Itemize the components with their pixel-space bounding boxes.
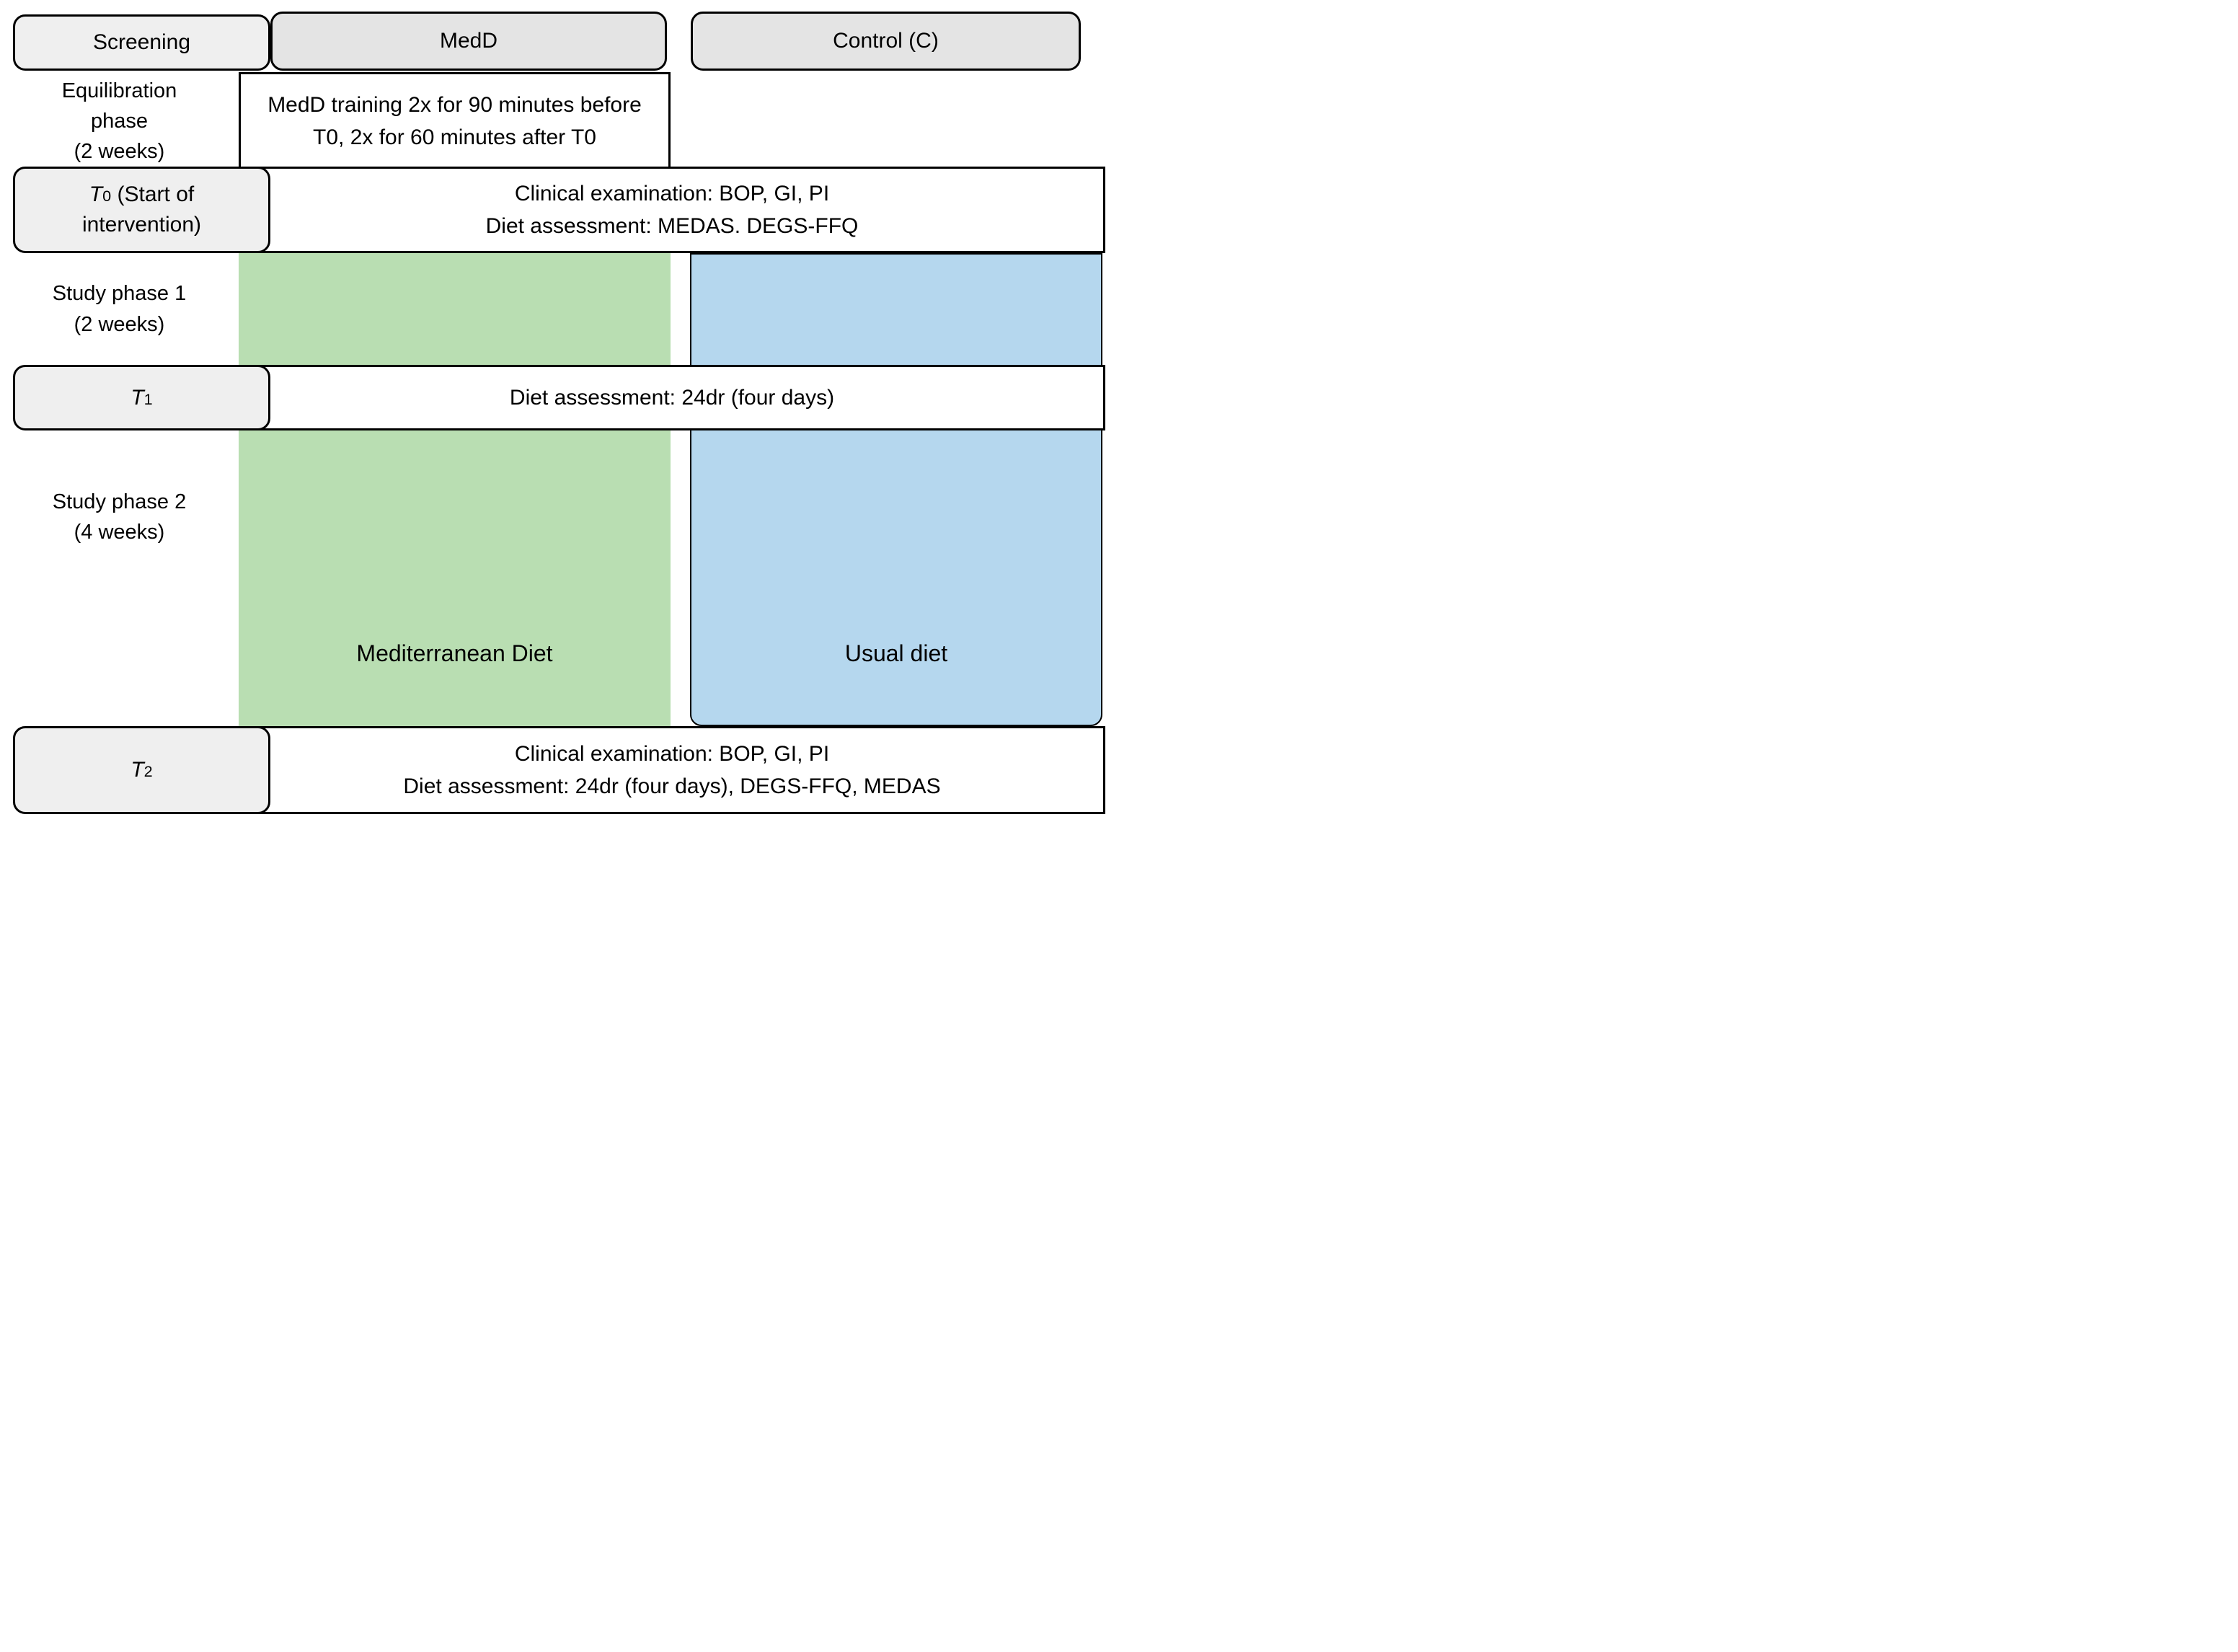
medd-arm-header: MedD <box>270 12 667 71</box>
study-phase-2-label: Study phase 2 (4 weeks) <box>52 490 187 544</box>
usual-diet-label: Usual diet <box>844 640 948 666</box>
study-phase-1-label: Study phase 1 (2 weeks) <box>52 282 187 336</box>
t1-assessment-box: Diet assessment: 24dr (four days) <box>239 365 1105 430</box>
t2-assessment-line2: Diet assessment: 24dr (four days), DEGS-… <box>403 774 941 798</box>
t1-assessment-line1: Diet assessment: 24dr (four days) <box>509 386 835 410</box>
medd-arm-header-label: MedD <box>439 29 498 53</box>
medd-training-line1: MedD training 2x for 90 minutes before <box>267 93 642 117</box>
equilibration-phase-label: Equilibration phase (2 weeks) <box>61 79 177 164</box>
t1-symbol: T <box>131 385 144 410</box>
t2-symbol: T <box>131 758 144 782</box>
t2-assessment-box: Clinical examination: BOP, GI, PI Diet a… <box>239 726 1105 814</box>
t1-subscript: 1 <box>143 389 153 408</box>
medd-arm-column <box>239 253 671 726</box>
control-arm-header: Control (C) <box>691 12 1081 71</box>
t2-subscript: 2 <box>143 762 153 780</box>
t0-rest-line1: (Start of <box>117 182 195 206</box>
study-design-diagram: MedD training 2x for 90 minutes before T… <box>0 0 1119 826</box>
t0-symbol: T <box>89 182 103 206</box>
t0-timepoint-box: T0 (Start of intervention) <box>13 167 270 253</box>
t2-timepoint-box: T2 <box>13 726 270 814</box>
t0-subscript: 0 <box>102 187 112 205</box>
t0-assessment-box: Clinical examination: BOP, GI, PI Diet a… <box>239 167 1105 253</box>
t1-timepoint-box: T1 <box>13 365 270 430</box>
control-arm-column <box>690 253 1102 726</box>
t2-assessment-line1: Clinical examination: BOP, GI, PI <box>514 742 830 766</box>
t0-rest-line2: intervention) <box>81 213 202 237</box>
medd-training-line2: T0, 2x for 60 minutes after T0 <box>313 125 596 149</box>
t0-assessment-line1: Clinical examination: BOP, GI, PI <box>514 182 830 206</box>
medd-training-box: MedD training 2x for 90 minutes before T… <box>239 72 671 170</box>
screening-header: Screening <box>13 14 270 71</box>
control-arm-header-label: Control (C) <box>833 29 939 53</box>
screening-header-label: Screening <box>92 30 191 54</box>
mediterranean-diet-label: Mediterranean Diet <box>356 640 553 666</box>
t0-assessment-line2: Diet assessment: MEDAS. DEGS-FFQ <box>485 214 859 238</box>
